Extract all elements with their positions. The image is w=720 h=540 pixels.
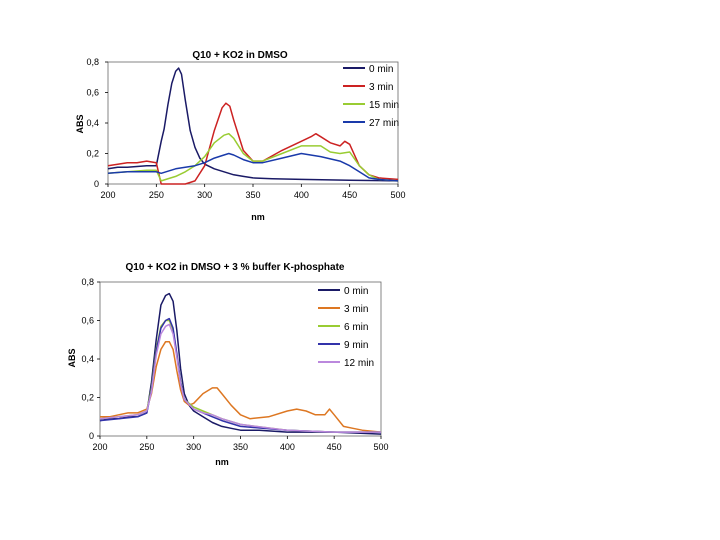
y-tick-label: 0,2 (81, 393, 94, 403)
y-tick-label: 0,8 (81, 277, 94, 287)
chart-bottom-ylabel: ABS (67, 348, 77, 367)
legend-label: 27 min (369, 118, 399, 129)
y-tick-label: 0,6 (86, 88, 99, 98)
x-tick-label: 250 (149, 190, 164, 200)
legend-label: 0 min (369, 64, 393, 75)
legend-label: 3 min (369, 82, 393, 93)
x-tick-label: 200 (92, 442, 107, 452)
chart-top-xlabel: nm (251, 212, 265, 222)
x-tick-label: 400 (280, 442, 295, 452)
y-tick-label: 0 (89, 431, 94, 441)
x-tick-label: 350 (233, 442, 248, 452)
y-tick-label: 0,4 (86, 118, 99, 128)
chart-top: Q10 + KO2 in DMSO ABS nm 0 0,2 0,4 0,6 0,8 20… (75, 50, 406, 222)
legend-label: 3 min (344, 304, 368, 315)
legend-label: 6 min (344, 322, 368, 333)
x-tick-label: 500 (373, 442, 388, 452)
x-tick-label: 350 (245, 190, 260, 200)
y-tick-label: 0 (94, 179, 99, 189)
series-line-12-min (99, 323, 381, 433)
chart-bottom: Q10 + KO2 in DMSO + 3 % buffer K-phospha… (67, 262, 389, 467)
y-tick-label: 0,6 (81, 316, 94, 326)
series-line-27-min (107, 152, 399, 182)
x-tick-label: 250 (139, 442, 154, 452)
chart-bottom-title: Q10 + KO2 in DMSO + 3 % buffer K-phospha… (126, 262, 345, 273)
legend-label: 0 min (344, 286, 368, 297)
chart-bottom-xlabel: nm (215, 457, 229, 467)
chart-top-ylabel: ABS (75, 114, 85, 133)
x-tick-label: 500 (390, 190, 405, 200)
legend-label: 12 min (344, 358, 374, 369)
series-line-3-min (107, 102, 399, 185)
x-tick-label: 450 (342, 190, 357, 200)
legend-label: 9 min (344, 340, 368, 351)
y-tick-label: 0,8 (86, 57, 99, 67)
x-tick-label: 300 (186, 442, 201, 452)
y-tick-label: 0,4 (81, 354, 94, 364)
x-tick-label: 400 (294, 190, 309, 200)
x-tick-label: 450 (327, 442, 342, 452)
chart-top-title: Q10 + KO2 in DMSO (192, 50, 288, 61)
y-tick-label: 0,2 (86, 149, 99, 159)
x-tick-label: 300 (197, 190, 212, 200)
series-line-3-min (100, 340, 382, 433)
legend-label: 15 min (369, 100, 399, 111)
series-line-0-min (107, 67, 399, 182)
x-tick-label: 200 (100, 190, 115, 200)
series-line-15-min (107, 132, 399, 182)
